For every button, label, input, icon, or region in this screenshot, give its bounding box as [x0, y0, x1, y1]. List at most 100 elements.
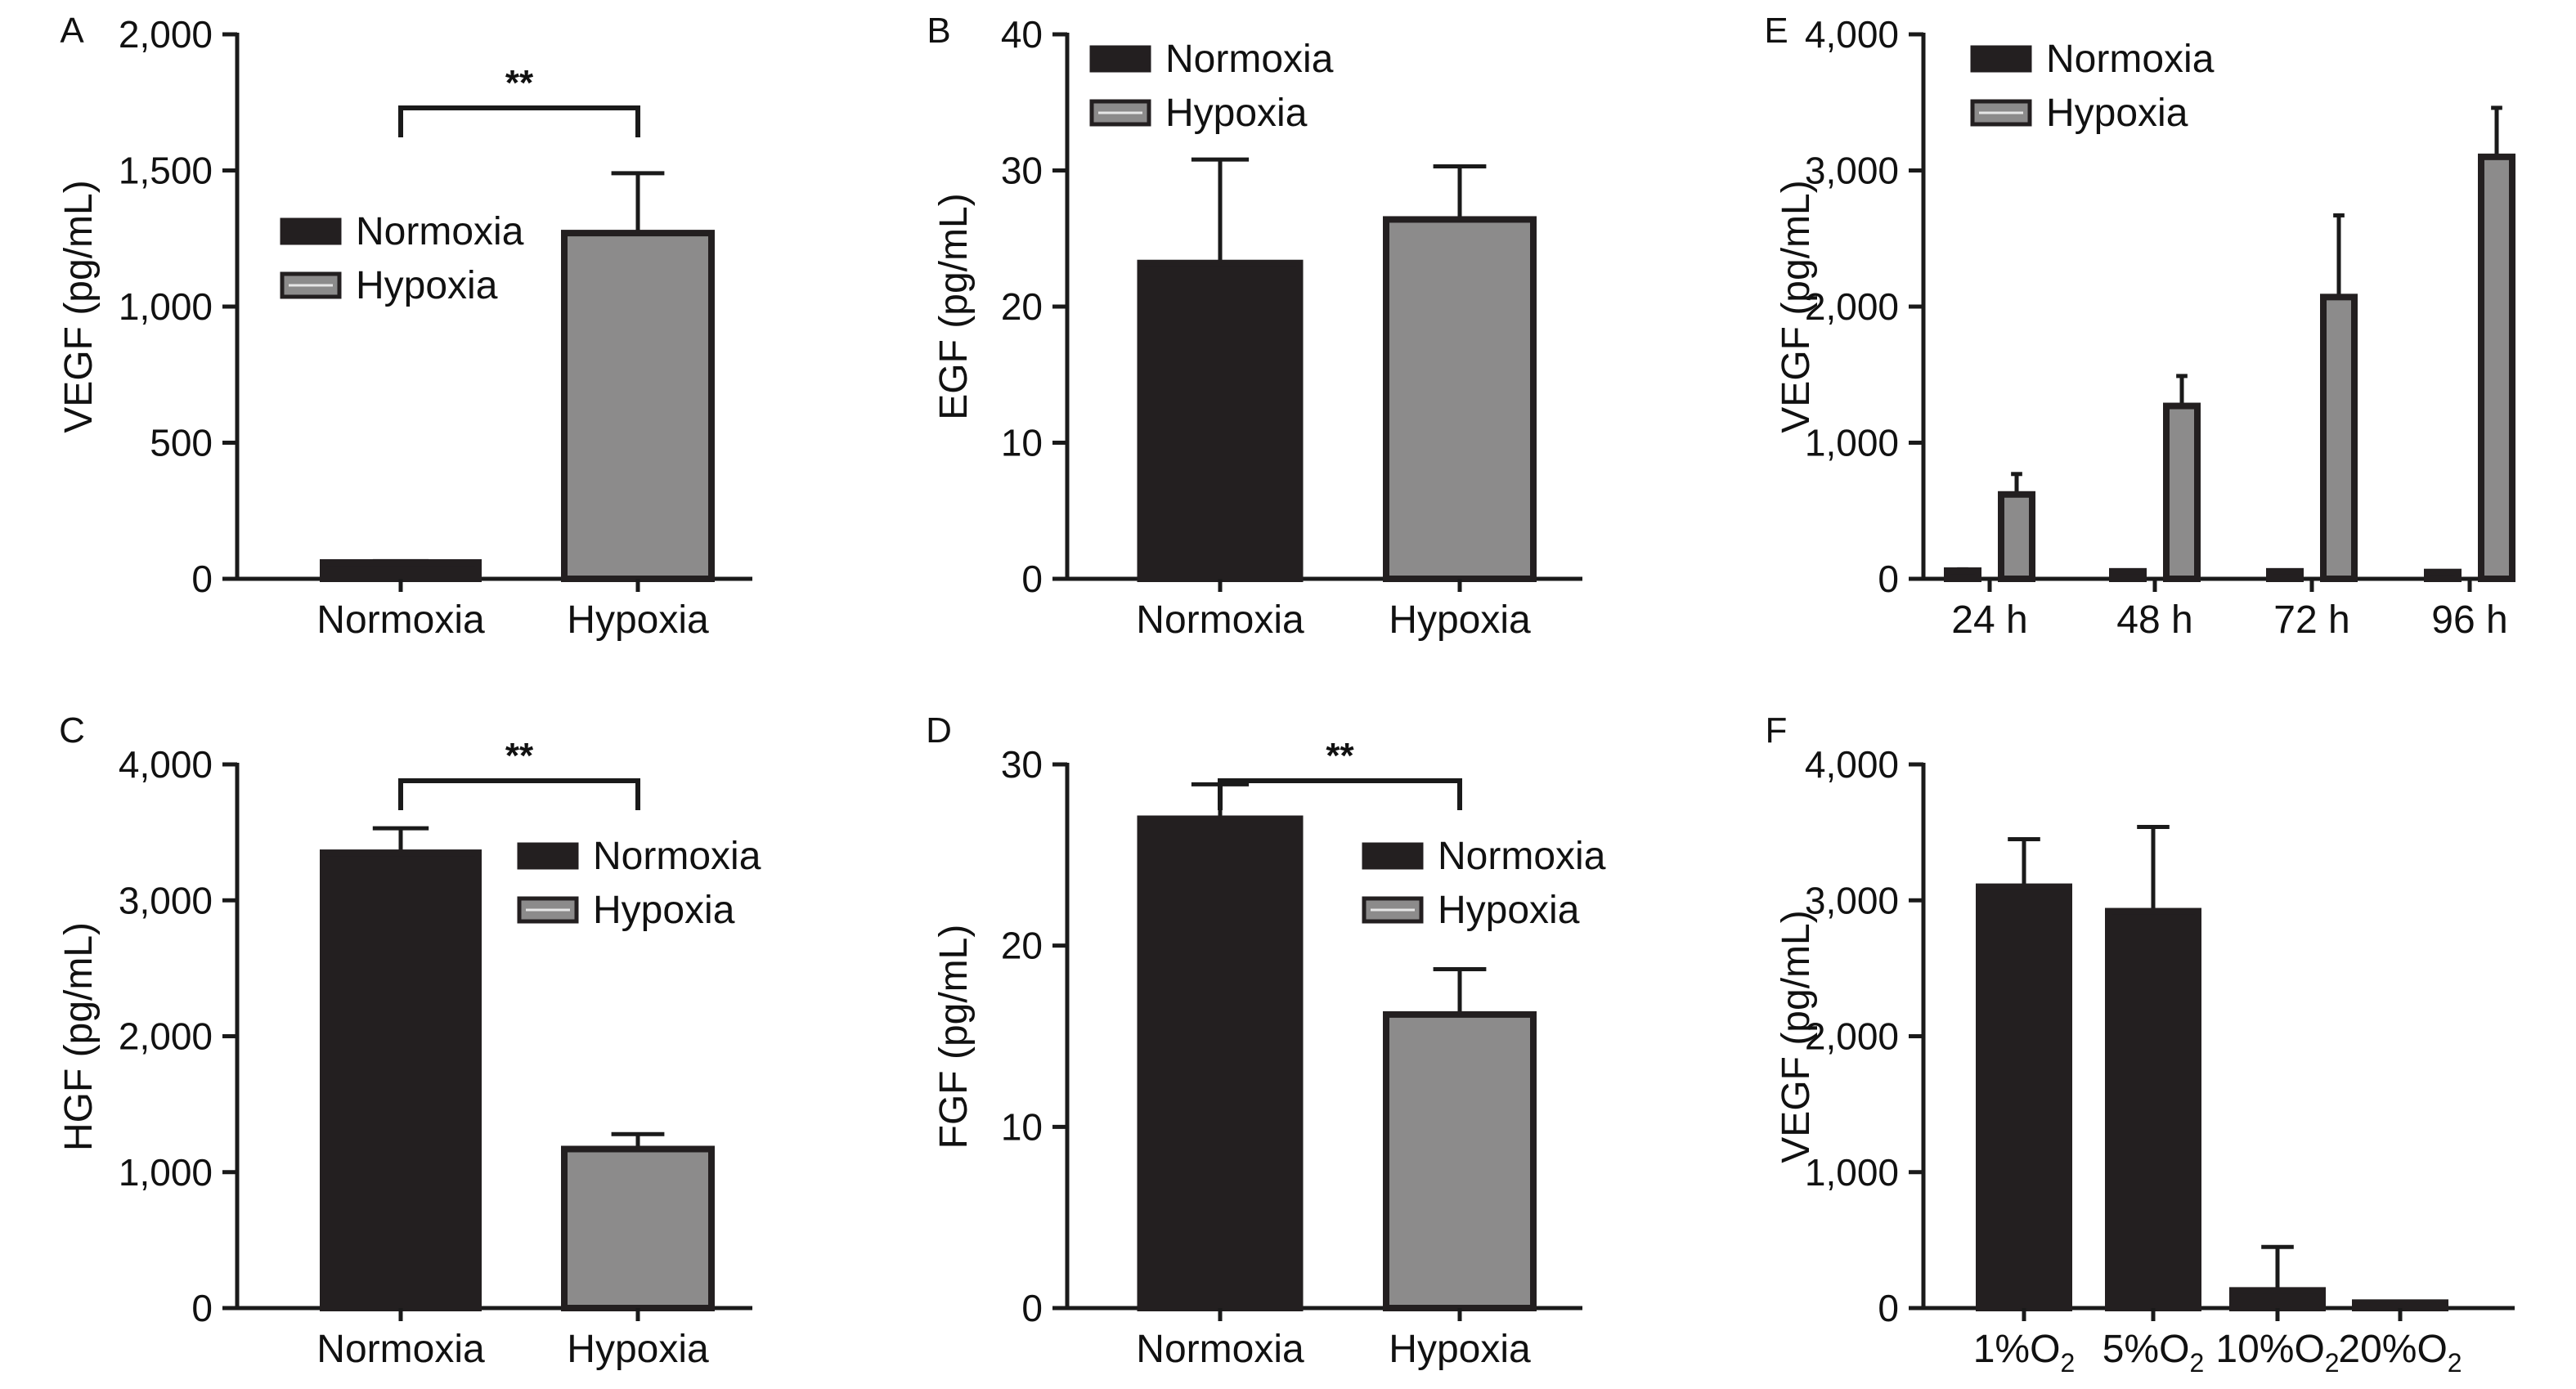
x-tick-label: 20%O2: [2338, 1328, 2462, 1378]
bar-0: [1976, 883, 2072, 1311]
legend-swatch-normoxia: [517, 842, 579, 870]
legend-label-hypoxia: Hypoxia: [356, 264, 498, 307]
y-tick-label: 3,000: [1805, 879, 1899, 921]
x-tick-label: Normoxia: [1136, 598, 1304, 642]
legend-swatch-normoxia: [1089, 45, 1151, 73]
y-tick-label: 10: [1001, 422, 1043, 464]
panel-letter-D: D: [926, 710, 952, 751]
y-axis-title: VEGF (pg/mL): [1775, 910, 1818, 1163]
y-tick-label: 4,000: [1805, 743, 1899, 786]
legend-label-normoxia: Normoxia: [356, 210, 524, 253]
y-tick-label: 40: [1001, 13, 1043, 56]
y-tick-label: 0: [1021, 1287, 1043, 1329]
legend-label-hypoxia: Hypoxia: [1438, 889, 1580, 932]
legend-label-hypoxia: Hypoxia: [2046, 92, 2188, 135]
x-tick-label: Hypoxia: [1389, 1328, 1531, 1371]
x-tick-label-base: 10%O: [2215, 1328, 2324, 1371]
bar-normoxia-1: [2109, 567, 2147, 583]
x-tick-label-subscript: 2: [2060, 1348, 2075, 1378]
x-tick-label: Hypoxia: [567, 598, 709, 642]
significance-bracket: [398, 105, 640, 137]
legend-swatch-normoxia: [1970, 45, 2032, 73]
y-tick-label: 20: [1001, 925, 1043, 967]
bar-1: [1383, 1010, 1537, 1312]
y-tick-label: 2,000: [119, 1015, 213, 1058]
x-tick-label-subscript: 2: [2448, 1348, 2462, 1378]
x-tick-label-base: 5%O: [2103, 1328, 2190, 1371]
y-axis-title: EGF (pg/mL): [932, 193, 976, 419]
panel-letter-C: C: [59, 710, 85, 751]
y-tick-label: 3,000: [119, 879, 213, 921]
panel-letter-B: B: [927, 11, 950, 51]
y-tick-label: 1,000: [119, 285, 213, 328]
x-tick-label-subscript: 2: [2325, 1348, 2340, 1378]
bar-3: [2352, 1299, 2448, 1311]
significance-label: **: [1326, 736, 1354, 776]
panel-B: B EGF (pg/mL) 0 10 20 30 40 Normoxia Hypoxia Norm…: [927, 11, 1582, 642]
panel-E: E VEGF (pg/mL) 0 1,000 2,000 3,000 4,000 24 h 48…: [1764, 11, 2515, 642]
panel-letter-E: E: [1764, 11, 1788, 51]
y-tick-label: 10: [1001, 1105, 1043, 1148]
y-tick-label: 1,000: [119, 1151, 213, 1194]
bar-0: [1137, 815, 1304, 1311]
bar-hypoxia-1: [2163, 402, 2201, 583]
y-tick-label: 1,500: [119, 150, 213, 192]
y-tick-label: 30: [1001, 743, 1043, 786]
y-tick-label: 4,000: [119, 743, 213, 786]
x-tick-label: Normoxia: [316, 1328, 485, 1371]
y-axis-title: VEGF (pg/mL): [57, 180, 101, 432]
x-tick-label-subscript: 2: [2189, 1348, 2204, 1378]
x-tick-label: Normoxia: [316, 598, 485, 642]
x-tick-label: 96 h: [2431, 598, 2507, 642]
y-tick-label: 500: [150, 422, 213, 464]
y-tick-label: 0: [1878, 1287, 1899, 1329]
bar-normoxia-0: [1944, 567, 1981, 583]
bar-hypoxia-0: [1998, 491, 2035, 583]
bar-normoxia-3: [2424, 568, 2462, 582]
x-tick-label: 5%O2: [2103, 1328, 2205, 1378]
legend-label-normoxia: Normoxia: [593, 835, 761, 878]
panel-C: C HGF (pg/mL) 0 1,000 2,000 3,000 4,000 Normoxi…: [57, 710, 761, 1371]
y-tick-label: 4,000: [1805, 13, 1899, 56]
x-tick-label: Hypoxia: [1389, 598, 1531, 642]
x-tick-label: 24 h: [1951, 598, 2027, 642]
bar-1: [1383, 216, 1537, 582]
significance-bracket: [398, 778, 640, 810]
y-tick-label: 0: [1021, 558, 1043, 600]
panel-D: D FGF (pg/mL) 0 10 20 30 Normoxia Hypoxia ** Norm…: [926, 710, 1606, 1371]
y-tick-label: 30: [1001, 150, 1043, 192]
x-tick-label: Normoxia: [1136, 1328, 1304, 1371]
y-tick-label: 1,000: [1805, 422, 1899, 464]
panel-A: A VEGF (pg/mL) 0 500 1,000 1,500 2,000 Normoxia…: [57, 11, 752, 642]
y-axis-title: VEGF (pg/mL): [1775, 180, 1818, 432]
y-tick-label: 0: [191, 1287, 213, 1329]
bar-0: [320, 849, 482, 1311]
panel-letter-A: A: [60, 11, 84, 51]
legend-swatch-normoxia: [1362, 842, 1424, 870]
x-tick-label: 10%O2: [2215, 1328, 2339, 1378]
x-tick-label: Hypoxia: [567, 1328, 709, 1371]
legend-label-normoxia: Normoxia: [1438, 835, 1606, 878]
bar-hypoxia-2: [2320, 293, 2358, 582]
x-tick-label-base: 1%O: [1973, 1328, 2061, 1371]
significance-bracket: [1218, 778, 1462, 810]
bar-1: [561, 230, 715, 582]
y-tick-label: 20: [1001, 285, 1043, 328]
y-tick-label: 2,000: [1805, 1015, 1899, 1058]
y-axis-title: FGF (pg/mL): [932, 925, 976, 1149]
panel-letter-F: F: [1766, 710, 1788, 751]
bar-1: [2105, 907, 2201, 1312]
significance-label: **: [505, 63, 534, 103]
legend-label-hypoxia: Hypoxia: [593, 889, 735, 932]
y-tick-label: 2,000: [1805, 285, 1899, 328]
bar-1: [561, 1145, 715, 1312]
y-tick-label: 0: [191, 558, 213, 600]
y-axis-title: HGF (pg/mL): [57, 922, 101, 1151]
x-tick-label: 1%O2: [1973, 1328, 2076, 1378]
bar-0: [320, 559, 482, 583]
significance-label: **: [505, 736, 534, 776]
bar-0: [1137, 259, 1304, 582]
legend-label-hypoxia: Hypoxia: [1165, 92, 1308, 135]
